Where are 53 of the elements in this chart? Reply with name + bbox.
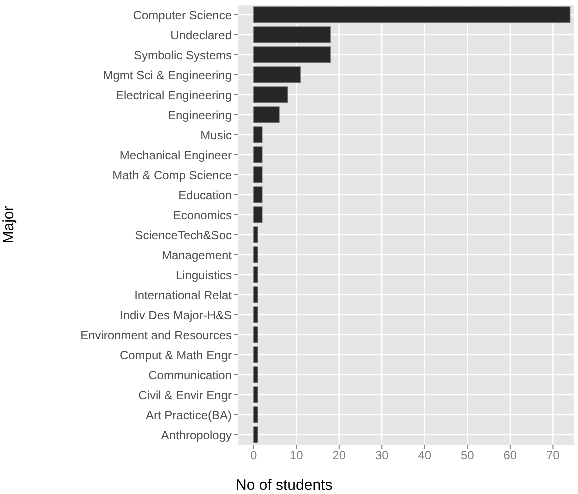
x-axis-title: No of students [236,477,333,494]
y-tick-label: Civil & Envir Engr [138,388,232,402]
y-tick-label: Art Practice(BA) [146,408,232,422]
y-tick-label: Education [178,188,232,202]
bar [253,326,258,344]
y-tick-label: Music [200,128,232,142]
y-tick-label: Engineering [168,108,232,122]
y-tick-label: Indiv Des Major-H&S [120,308,232,322]
bar [253,366,258,384]
y-tick-label: Mgmt Sci & Engineering [103,68,232,82]
y-tick-label: Comput & Math Engr [120,348,232,362]
y-tick-label: International Relat [134,288,233,302]
bar [253,166,263,184]
y-axis-title: Major [0,206,18,244]
bar [253,226,258,244]
y-tick-label: Economics [173,208,232,222]
bar [253,106,280,124]
bar [253,46,332,64]
x-tick-label: 30 [375,448,390,463]
bar [253,126,263,144]
bar [253,346,258,364]
x-tick-label: 60 [504,448,518,463]
y-tick-label: Math & Comp Science [112,168,232,182]
x-tick-label: 40 [418,448,432,463]
y-tick-label: Electrical Engineering [116,88,232,102]
y-tick-label: Environment and Resources [80,328,232,342]
x-tick-label: 50 [460,448,475,463]
bar [253,6,571,24]
bar [253,286,258,304]
y-tick-label: Anthropology [161,428,232,442]
y-tick-label: Management [162,248,233,262]
y-tick-label: Communication [148,368,232,382]
y-tick-label: ScienceTech&Soc [135,228,232,242]
y-tick-label: Mechanical Engineer [120,148,232,162]
bar [253,86,288,104]
bar [253,26,332,44]
bar [253,406,258,424]
x-tick-label: 70 [546,448,560,463]
y-tick-label: Computer Science [133,8,232,22]
y-tick-label: Symbolic Systems [134,48,232,62]
bar [253,146,263,164]
bar [253,246,258,264]
y-tick-label: Undeclared [170,28,232,42]
bar [253,306,258,324]
bar [253,386,258,404]
bar [253,186,263,204]
y-tick-label: Linguistics [176,268,232,282]
bar [253,206,263,224]
bar [253,266,258,284]
x-tick-label: 20 [332,448,346,463]
bar [253,66,302,84]
x-tick-label: 0 [250,448,258,463]
x-tick-label: 10 [290,448,304,463]
